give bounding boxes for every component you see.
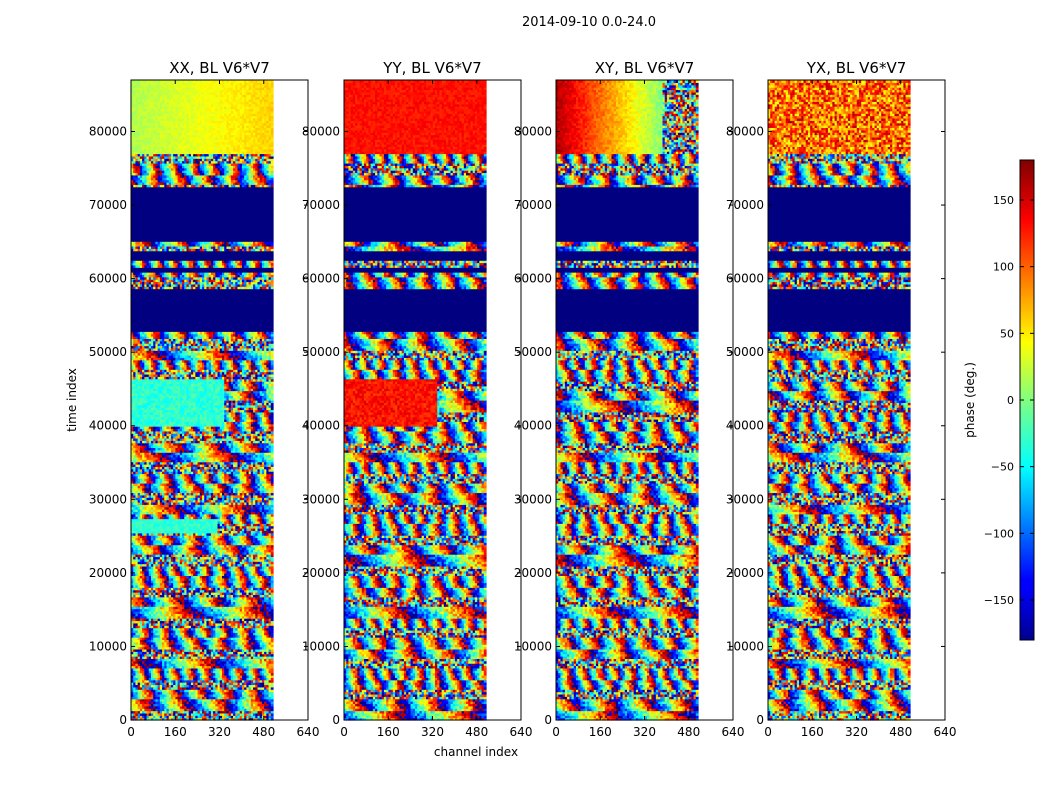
figure-suptitle: 2014-09-10 0.0-24.0 <box>522 15 656 30</box>
heatmap-image <box>131 80 274 721</box>
panel-xx: XX, BL V6*V70 160 320 480 640010000200003000… <box>89 59 320 739</box>
